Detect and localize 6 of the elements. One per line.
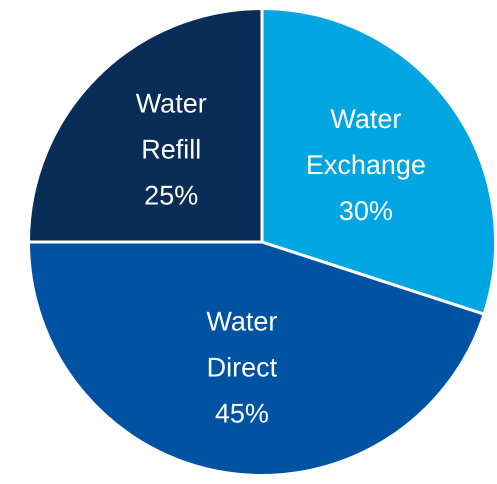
data-label: 30% (338, 196, 393, 226)
data-label: 25% (144, 180, 198, 211)
slice-label: Water Refill (136, 88, 207, 165)
slice-label: Water Direct (206, 306, 278, 382)
data-label: 45% (214, 398, 269, 428)
slice-label: Water Exchange (306, 104, 426, 180)
